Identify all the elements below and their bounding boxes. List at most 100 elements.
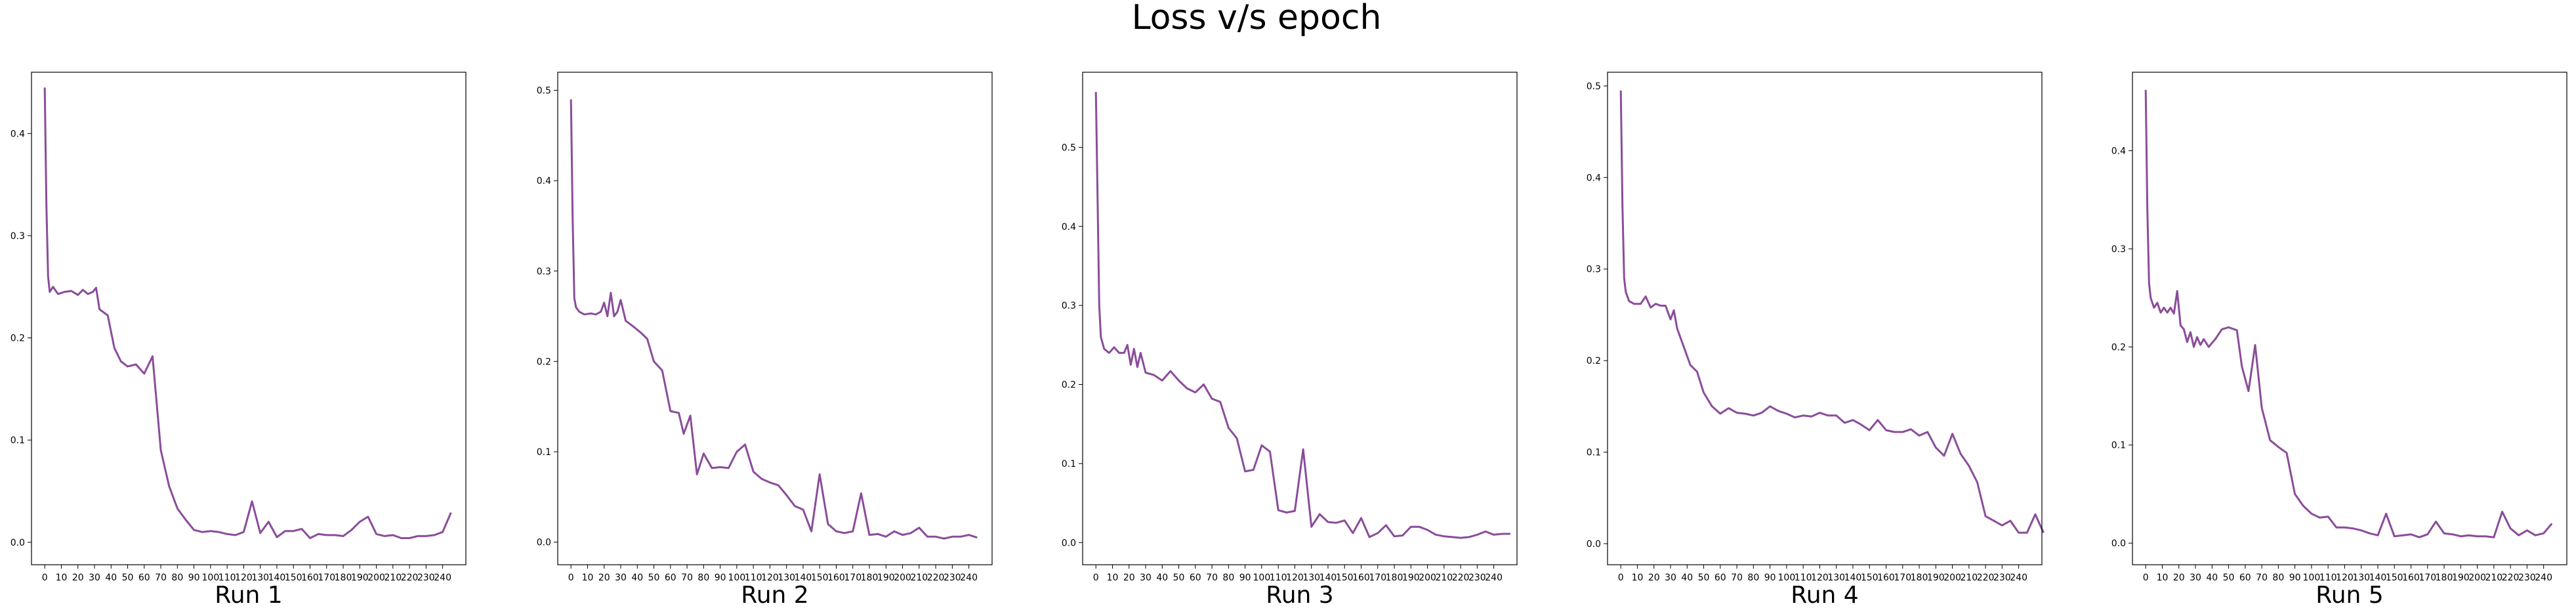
run-label: Run 3 [1266,582,1333,609]
x-tick-label: 130 [1302,573,1320,583]
x-tick-label: 200 [2468,573,2486,583]
axes-frame [2132,72,2567,565]
y-tick-label: 0.1 [1062,459,1076,470]
y-tick-label: 0.2 [2111,342,2126,353]
y-tick-label: 0.4 [2111,146,2126,157]
x-tick-label: 190 [1402,573,1420,583]
x-tick-label: 140 [1844,573,1862,583]
x-tick-label: 20 [1123,573,1135,583]
x-tick-label: 180 [1386,573,1403,583]
x-tick-label: 110 [1270,573,1287,583]
x-tick-label: 40 [2206,573,2218,583]
x-tick-label: 0 [42,573,48,583]
x-tick-label: 70 [1731,573,1743,583]
x-tick-label: 0 [1618,573,1624,583]
x-tick-label: 220 [1977,573,1995,583]
x-tick-label: 170 [1894,573,1911,583]
y-tick-label: 0.4 [1062,222,1076,232]
x-tick-label: 100 [202,573,220,583]
x-tick-label: 130 [251,573,269,583]
x-tick-label: 100 [728,573,746,583]
x-tick-label: 230 [944,573,961,583]
x-tick-label: 70 [1206,573,1218,583]
x-tick-label: 210 [1960,573,1978,583]
y-tick-label: 0.5 [1062,142,1076,153]
x-tick-label: 220 [1452,573,1470,583]
run-label: Run 4 [1791,582,1858,609]
run-label: Run 1 [215,582,282,609]
x-tick-label: 140 [1319,573,1337,583]
x-tick-label: 150 [285,573,302,583]
y-tick-label: 0.1 [2111,441,2126,451]
x-tick-label: 50 [122,573,134,583]
x-tick-label: 70 [681,573,693,583]
x-tick-label: 20 [1648,573,1660,583]
y-tick-label: 0.5 [1587,81,1601,92]
x-tick-label: 110 [1795,573,1812,583]
y-tick-label: 0.1 [10,435,25,446]
x-tick-label: 240 [960,573,978,583]
x-tick-label: 200 [1943,573,1961,583]
x-tick-label: 210 [910,573,928,583]
x-tick-label: 210 [2485,573,2503,583]
x-tick-label: 140 [795,573,812,583]
x-tick-label: 80 [171,573,183,583]
x-tick-label: 110 [745,573,762,583]
x-tick-label: 150 [2386,573,2403,583]
y-tick-label: 0.2 [1587,356,1601,366]
x-tick-label: 80 [2272,573,2284,583]
x-tick-label: 10 [1632,573,1644,583]
x-tick-label: 180 [2436,573,2453,583]
x-tick-label: 30 [89,573,100,583]
run-label: Run 5 [2316,582,2383,609]
x-tick-label: 170 [1369,573,1386,583]
x-tick-label: 150 [1336,573,1354,583]
x-tick-label: 10 [56,573,68,583]
x-tick-label: 240 [2535,573,2552,583]
x-tick-label: 60 [1714,573,1726,583]
x-tick-label: 90 [188,573,200,583]
subplot-run-3: 0.0 0.1 0.2 0.3 0.4 0.5 0 10 20 30 40 50 60 70 80 90 100… [1062,72,1518,609]
x-tick-label: 0 [568,573,574,583]
axes-frame [1607,72,2043,565]
y-tick-label: 0.3 [537,267,551,277]
y-tick-label: 0.2 [537,357,551,367]
x-tick-label: 160 [1877,573,1895,583]
x-tick-label: 50 [1173,573,1185,583]
y-tick-label: 0.2 [1062,380,1076,391]
x-tick-label: 90 [715,573,726,583]
x-tick-label: 160 [301,573,319,583]
x-tick-label: 60 [665,573,676,583]
x-tick-label: 120 [761,573,779,583]
x-tick-label: 40 [105,573,117,583]
y-tick-label: 0.3 [1587,265,1601,275]
x-tick-label: 30 [1140,573,1152,583]
y-tick-label: 0.4 [10,129,25,139]
x-tick-label: 120 [2336,573,2354,583]
x-tick-label: 160 [2402,573,2420,583]
x-tick-label: 70 [155,573,167,583]
x-tick-label: 40 [631,573,643,583]
x-tick-label: 0 [2143,573,2149,583]
x-tick-label: 160 [827,573,845,583]
axes-frame [557,72,993,565]
x-tick-label: 80 [697,573,709,583]
y-tick-label: 0.4 [537,176,551,186]
y-tick-label: 0.1 [537,447,551,458]
subplot-run-5: 0.0 0.1 0.2 0.3 0.4 0 10 20 30 40 50 60 70 80 90 100110… [2111,72,2567,609]
x-tick-label: 60 [138,573,150,583]
x-tick-label: 170 [2419,573,2436,583]
x-tick-label: 70 [2256,573,2268,583]
x-tick-label: 140 [2369,573,2387,583]
subplot-run-1: 0.0 0.1 0.2 0.3 0.4 0 10 20 30 40 50 60 70 80 90 100110… [10,72,467,609]
loss-line [570,99,978,540]
x-tick-label: 30 [615,573,627,583]
x-tick-label: 160 [1352,573,1370,583]
run-label: Run 2 [741,582,808,609]
x-tick-label: 110 [2319,573,2337,583]
x-tick-label: 230 [1468,573,1486,583]
x-tick-label: 10 [2157,573,2169,583]
x-tick-label: 120 [235,573,253,583]
x-tick-label: 120 [1811,573,1829,583]
